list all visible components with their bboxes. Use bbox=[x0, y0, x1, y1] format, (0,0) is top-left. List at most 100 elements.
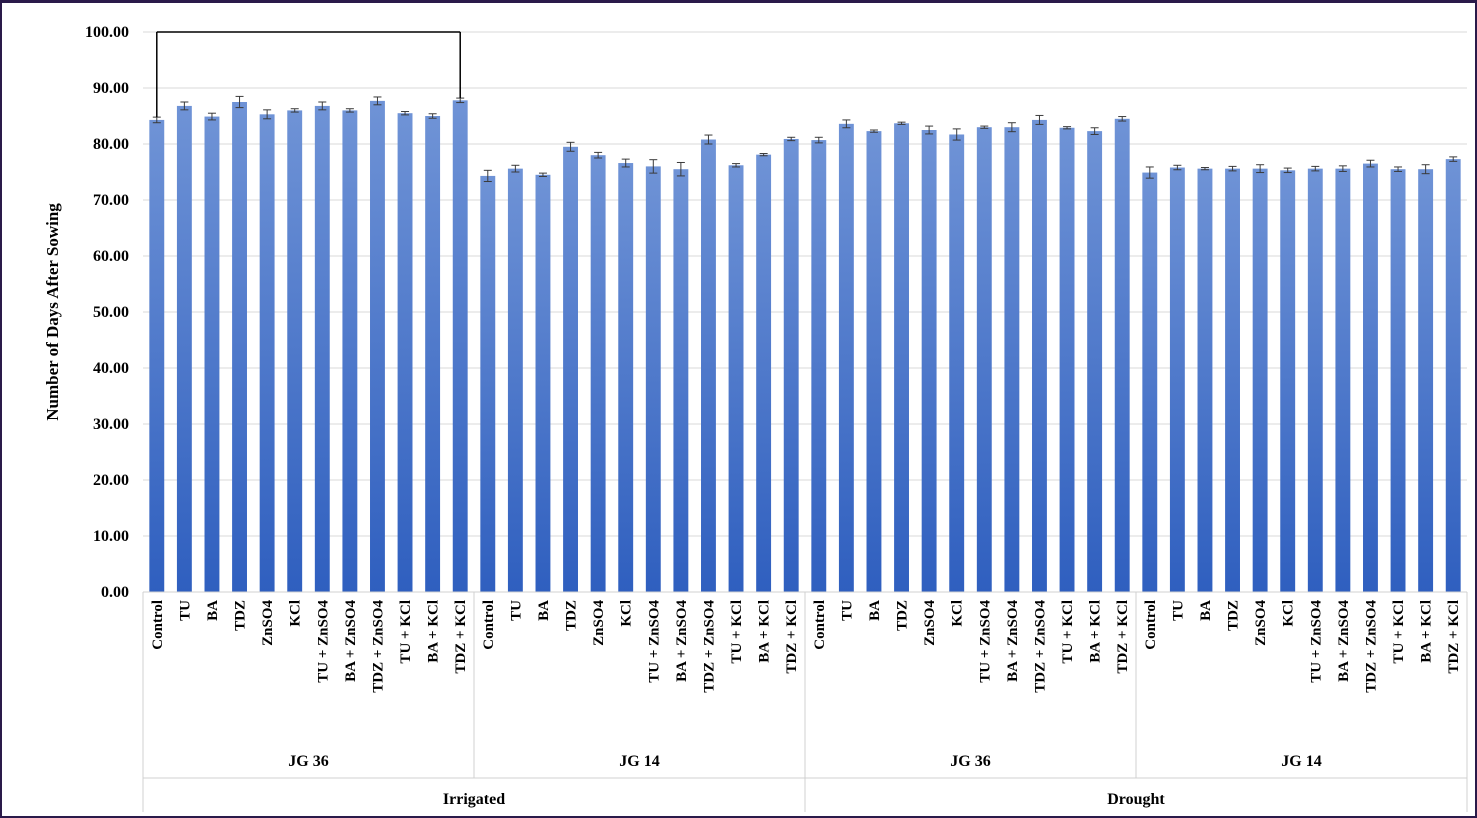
category-label: TDZ bbox=[895, 600, 911, 631]
category-label: TU + KCl bbox=[398, 600, 414, 664]
y-tick-label: 20.00 bbox=[93, 472, 129, 489]
bar bbox=[756, 154, 772, 592]
bar bbox=[811, 140, 827, 592]
category-label: TU bbox=[839, 600, 855, 621]
category-label: TDZ + KCl bbox=[1446, 600, 1462, 674]
y-tick-label: 50.00 bbox=[93, 304, 129, 321]
variety-label: JG 36 bbox=[950, 753, 990, 770]
bar bbox=[452, 100, 468, 592]
category-label: TU bbox=[1170, 600, 1186, 621]
bar bbox=[1114, 118, 1130, 593]
category-label: TDZ + ZnSO4 bbox=[1032, 600, 1048, 693]
category-label: BA + KCl bbox=[757, 600, 773, 663]
bar bbox=[149, 119, 165, 593]
condition-label: Irrigated bbox=[443, 791, 505, 808]
category-label: TDZ + ZnSO4 bbox=[1363, 600, 1379, 693]
bar bbox=[370, 100, 385, 592]
category-label: TDZ + KCl bbox=[453, 600, 469, 674]
bar bbox=[894, 123, 909, 592]
bar bbox=[645, 166, 661, 592]
category-label: KCl bbox=[1281, 600, 1297, 627]
category-label: BA bbox=[1198, 600, 1214, 621]
category-label: ZnSO4 bbox=[260, 600, 276, 646]
bar bbox=[1280, 170, 1296, 592]
bar bbox=[866, 131, 882, 592]
bar bbox=[480, 175, 496, 593]
variety-label: JG 14 bbox=[619, 753, 659, 770]
category-label: KCl bbox=[950, 600, 966, 627]
bar bbox=[259, 114, 275, 592]
category-label: BA + ZnSO4 bbox=[674, 600, 690, 682]
gridlines bbox=[143, 31, 1467, 593]
category-label: BA + KCl bbox=[1419, 600, 1435, 663]
bar bbox=[1197, 168, 1213, 592]
bar bbox=[1363, 163, 1378, 592]
bar bbox=[342, 110, 358, 593]
y-tick-label: 100.00 bbox=[85, 24, 129, 41]
category-label: TU + ZnSO4 bbox=[646, 600, 662, 683]
category-label: Control bbox=[150, 600, 166, 650]
category-label: BA bbox=[867, 600, 883, 621]
y-tick-label: 70.00 bbox=[93, 192, 129, 209]
variety-label: JG 36 bbox=[288, 753, 328, 770]
bar bbox=[397, 113, 413, 592]
variety-label: JG 14 bbox=[1281, 753, 1321, 770]
bar bbox=[838, 123, 854, 592]
condition-label: Drought bbox=[1107, 791, 1165, 808]
category-label: BA + ZnSO4 bbox=[1005, 600, 1021, 682]
category-label: BA + ZnSO4 bbox=[1336, 600, 1352, 682]
category-label: Control bbox=[1143, 600, 1159, 650]
bar bbox=[507, 168, 523, 592]
y-tick-label: 80.00 bbox=[93, 136, 129, 153]
y-tick-label: 90.00 bbox=[93, 80, 129, 97]
category-label: TDZ + KCl bbox=[1115, 600, 1131, 674]
bar bbox=[1445, 159, 1461, 592]
bar bbox=[1059, 127, 1075, 592]
annotation-bracket bbox=[156, 31, 461, 118]
bar bbox=[701, 139, 716, 592]
category-label: TDZ bbox=[564, 600, 580, 631]
bar bbox=[618, 163, 634, 593]
y-tick-label: 60.00 bbox=[93, 248, 129, 265]
bar bbox=[728, 165, 744, 592]
bar bbox=[976, 127, 992, 592]
category-label: KCl bbox=[619, 600, 635, 627]
y-tick-label: 0.00 bbox=[101, 584, 129, 601]
category-label: TU + ZnSO4 bbox=[315, 600, 331, 683]
bar bbox=[590, 155, 606, 592]
category-label: TDZ + ZnSO4 bbox=[370, 600, 386, 693]
bar bbox=[1087, 131, 1103, 592]
category-label: TDZ bbox=[233, 600, 249, 631]
category-label: KCl bbox=[288, 600, 304, 627]
bar bbox=[176, 105, 192, 593]
category-label: TU + KCl bbox=[729, 600, 745, 664]
bar bbox=[563, 146, 578, 593]
bar bbox=[1032, 119, 1047, 593]
bar bbox=[535, 174, 551, 593]
category-label: ZnSO4 bbox=[922, 600, 938, 646]
bar bbox=[204, 116, 220, 592]
bar bbox=[949, 134, 965, 593]
category-label: TU bbox=[177, 600, 193, 621]
category-label: TU + ZnSO4 bbox=[1308, 600, 1324, 683]
y-axis-title: Number of Days After Sowing bbox=[43, 203, 62, 421]
bar bbox=[1169, 167, 1185, 592]
bar bbox=[1225, 168, 1240, 592]
bar bbox=[1004, 127, 1020, 592]
category-label: TU bbox=[508, 600, 524, 621]
category-label: ZnSO4 bbox=[1253, 600, 1269, 646]
category-label: BA + ZnSO4 bbox=[343, 600, 359, 682]
bar bbox=[1390, 169, 1406, 592]
category-label: TDZ bbox=[1226, 600, 1242, 631]
category-label: BA + KCl bbox=[426, 600, 442, 663]
category-label: TU + KCl bbox=[1060, 600, 1076, 664]
y-tick-label: 10.00 bbox=[93, 528, 129, 545]
y-tick-label: 30.00 bbox=[93, 416, 129, 433]
bar bbox=[783, 138, 799, 592]
category-label: TDZ + KCl bbox=[784, 600, 800, 674]
y-tick-label: 40.00 bbox=[93, 360, 129, 377]
bar bbox=[287, 110, 303, 593]
bar bbox=[1142, 172, 1158, 592]
category-label: TDZ + ZnSO4 bbox=[701, 600, 717, 693]
